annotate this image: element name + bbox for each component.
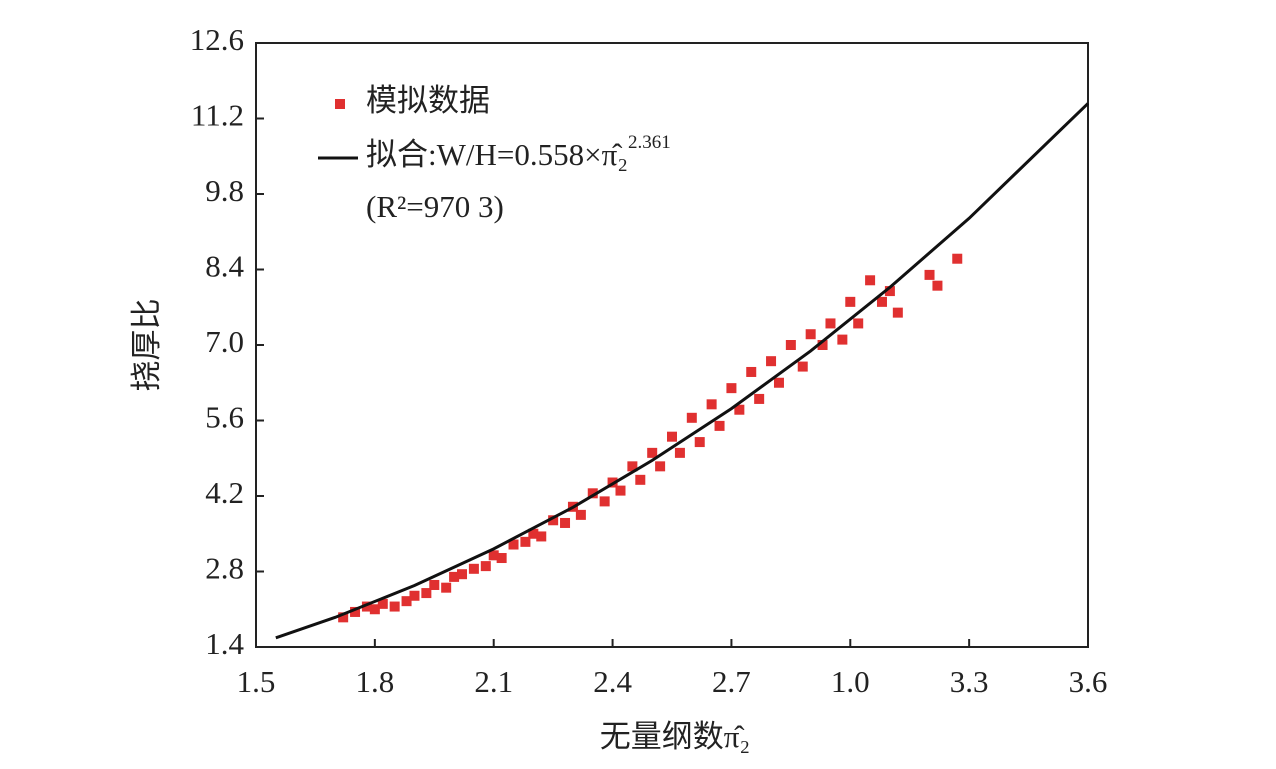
x-tick-label: 1.5	[237, 664, 276, 699]
data-point	[726, 383, 737, 394]
data-point	[825, 318, 836, 329]
data-point	[520, 536, 531, 547]
data-point	[853, 318, 864, 329]
x-tick-label: 3.6	[1069, 664, 1108, 699]
data-point	[924, 269, 935, 280]
x-axis-label: 无量纲数π̂₂	[600, 719, 750, 754]
data-point	[655, 461, 666, 472]
x-tick-label: 1.0	[831, 664, 870, 699]
data-point	[817, 340, 828, 350]
data-point	[480, 561, 491, 572]
data-point	[401, 596, 412, 607]
fit-line	[275, 102, 1090, 640]
y-tick-label: 11.2	[191, 98, 244, 133]
data-point	[389, 601, 400, 612]
data-point	[429, 579, 440, 590]
y-tick-label: 2.8	[205, 551, 244, 586]
data-point	[773, 377, 784, 388]
plot-frame	[255, 42, 1089, 648]
data-point	[754, 393, 765, 404]
data-point	[892, 307, 903, 318]
data-point	[865, 275, 876, 286]
data-point	[686, 412, 697, 423]
data-point	[667, 431, 677, 442]
data-point	[496, 553, 507, 564]
data-point	[575, 509, 586, 520]
data-point	[361, 601, 372, 612]
y-tick-label: 12.6	[190, 22, 244, 57]
y-axis-label: 挠厚比	[129, 299, 164, 392]
data-point	[369, 604, 380, 615]
data-point	[932, 280, 943, 291]
y-tick-label: 5.6	[205, 400, 244, 435]
data-point	[845, 296, 856, 307]
legend-label: 模拟数据	[366, 83, 490, 118]
annotation: (R²=970 3)	[366, 189, 504, 224]
data-point	[785, 340, 796, 350]
data-point	[746, 366, 757, 377]
data-point	[694, 437, 705, 448]
data-point	[797, 361, 808, 372]
data-point	[377, 598, 388, 609]
data-point	[350, 606, 361, 617]
data-point	[615, 485, 626, 496]
data-point	[338, 612, 349, 623]
data-point	[952, 253, 963, 264]
data-point	[876, 296, 887, 307]
legend-text: 模拟数据	[366, 83, 490, 118]
data-point	[421, 588, 432, 599]
y-tick-label: 8.4	[205, 249, 244, 284]
x-tick-label: 1.8	[355, 664, 394, 699]
data-point	[587, 488, 598, 499]
x-tick-label: 2.4	[593, 664, 632, 699]
y-tick-label: 1.4	[205, 626, 244, 661]
data-point	[599, 496, 610, 507]
x-tick-label: 2.1	[474, 664, 513, 699]
data-point	[468, 563, 479, 574]
data-point	[449, 571, 460, 582]
x-tick-label: 2.7	[712, 664, 751, 699]
data-point	[635, 474, 646, 485]
data-point	[548, 515, 559, 526]
data-point	[627, 461, 638, 472]
data-point	[805, 329, 816, 340]
y-tick-label: 7.0	[205, 324, 244, 359]
data-point	[488, 550, 499, 561]
data-point	[409, 590, 420, 601]
y-tick-label: 9.8	[205, 173, 244, 208]
data-point	[647, 447, 658, 458]
data-point	[734, 404, 745, 415]
x-tick-label: 3.3	[950, 664, 989, 699]
data-point	[508, 539, 519, 550]
legend-text: 拟合:W/H=0.558×π̂₂	[366, 137, 628, 172]
data-point	[706, 399, 717, 410]
y-tick-label: 4.2	[205, 475, 244, 510]
data-point	[766, 356, 777, 367]
data-point	[560, 517, 571, 528]
data-point	[441, 582, 452, 593]
data-point	[674, 447, 685, 458]
legend-exponent: 2.361	[628, 132, 671, 153]
data-point	[837, 334, 848, 345]
data-point	[714, 420, 725, 431]
data-point	[457, 569, 468, 580]
data-point	[528, 528, 539, 539]
legend-marker	[335, 99, 345, 109]
legend-label: 拟合:W/H=0.558×π̂₂2.361	[366, 132, 671, 172]
data-point	[536, 531, 547, 542]
data-point	[884, 286, 895, 297]
